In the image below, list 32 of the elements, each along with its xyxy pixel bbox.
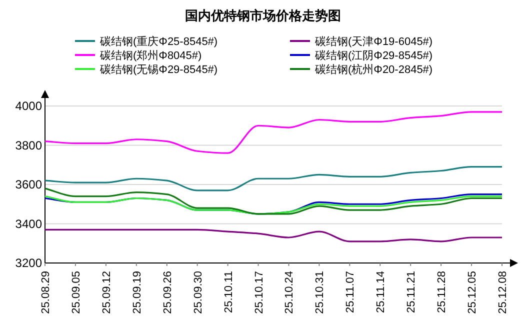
x-tick-label: 25.11.14 (375, 271, 388, 314)
x-tick-label: 25.08.29 (40, 271, 52, 314)
x-tick-label: 25.10.31 (314, 271, 326, 314)
y-tick-label: 3200 (15, 256, 42, 270)
line-series (44, 166, 503, 192)
y-tick-label: 3800 (15, 138, 42, 152)
x-tick-label: 25.12.05 (466, 271, 479, 314)
chart-title: 国内优特钢市场价格走势图 (185, 8, 341, 23)
x-tick-label: 25.09.19 (131, 271, 144, 314)
x-tick-label: 25.09.30 (192, 271, 204, 314)
x-tick-label: 25.11.28 (436, 271, 448, 314)
x-tick-label: 25.09.26 (162, 271, 174, 314)
y-tick-label: 3600 (15, 178, 42, 192)
x-tick-label: 25.09.12 (100, 271, 113, 314)
line-series (44, 228, 503, 242)
legend-label: 碳结钢(江阴Φ29-8545#) (314, 49, 433, 62)
line-series (44, 111, 503, 154)
x-tick-label: 25.11.07 (344, 271, 357, 314)
legend-label: 碳结钢(天津Φ19-6045#) (314, 35, 433, 48)
x-tick-label: 25.10.11 (222, 271, 235, 314)
x-tick-label: 25.11.21 (406, 271, 418, 314)
y-tick-label: 3400 (15, 216, 42, 231)
legend-label: 碳结钢(郑州Φ8045#) (99, 49, 202, 62)
y-tick-label: 4000 (15, 99, 42, 113)
x-tick-label: 25.10.24 (284, 271, 296, 314)
line-series (44, 188, 503, 215)
legend-label: 碳结钢(杭州Φ20-2845#) (314, 63, 433, 76)
legend-label: 碳结钢(重庆Φ25-8545#) (99, 35, 218, 48)
legend-label: 碳结钢(无锡Φ29-8545#) (99, 63, 218, 76)
x-tick-label: 25.09.05 (70, 271, 82, 314)
x-tick-label: 25.10.17 (253, 271, 266, 314)
x-tick-label: 25.12.08 (497, 271, 509, 314)
